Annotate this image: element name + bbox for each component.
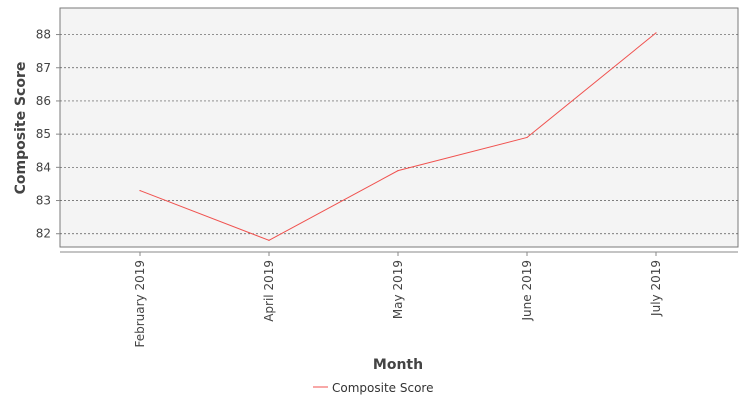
y-axis: 82 83 84 85 86 87 88 <box>36 28 60 241</box>
y-tick-label: 86 <box>36 94 51 108</box>
x-axis: February 2019 April 2019 May 2019 June 2019… <box>60 251 738 348</box>
grid-lines <box>60 34 738 235</box>
data-point <box>655 32 657 34</box>
y-tick-label: 84 <box>36 160 51 174</box>
y-tick-label: 88 <box>36 28 51 42</box>
y-axis-title: Composite Score <box>13 62 29 195</box>
legend-label-composite-score: Composite Score <box>332 381 433 395</box>
series-layer <box>139 32 657 241</box>
x-axis-title: Month <box>373 357 423 373</box>
legend: Composite Score <box>313 381 433 395</box>
data-point <box>268 239 270 241</box>
y-tick-label: 83 <box>36 194 51 208</box>
x-tick-label: February 2019 <box>133 260 147 348</box>
x-tick-label: June 2019 <box>520 260 534 322</box>
data-point <box>526 136 528 139</box>
y-tick-label: 85 <box>36 127 51 141</box>
plot-area <box>59 7 739 248</box>
x-tick-label: April 2019 <box>262 260 276 322</box>
data-point <box>139 189 141 192</box>
x-tick-label: July 2019 <box>649 260 663 317</box>
data-point <box>397 170 399 172</box>
y-tick-label: 87 <box>36 61 51 75</box>
y-tick-label: 82 <box>36 227 51 241</box>
x-tick-label: May 2019 <box>391 260 405 319</box>
